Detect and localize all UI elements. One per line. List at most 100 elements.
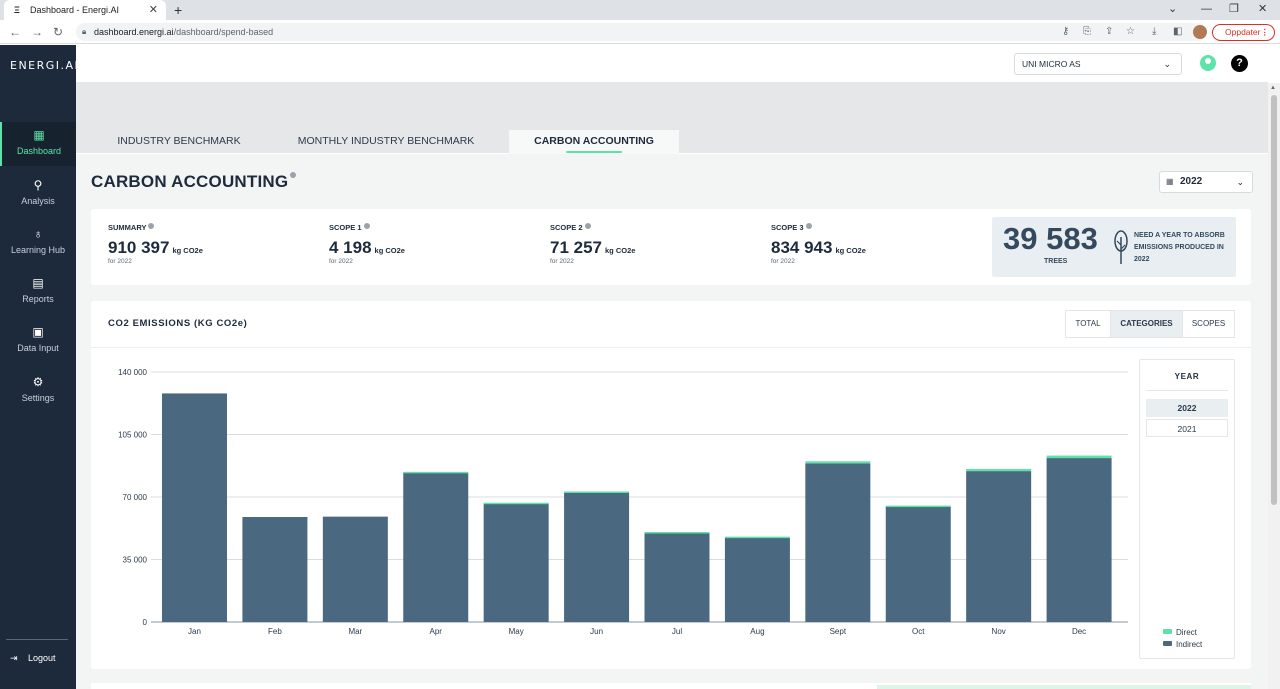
lock-icon: 🔒︎ xyxy=(82,27,87,36)
side-panel-icon[interactable]: ◧ xyxy=(1173,26,1183,37)
y-tick-label: 35 000 xyxy=(123,556,148,565)
restore-icon[interactable]: ❐ xyxy=(1229,3,1239,15)
sidebar-item-analysis[interactable]: ⚲ Analysis xyxy=(0,172,76,216)
update-button[interactable]: Oppdater ⋮ xyxy=(1212,24,1275,41)
reload-icon[interactable]: ↻ xyxy=(53,25,64,39)
bar-indirect xyxy=(966,471,1032,622)
browser-tab[interactable]: Ξ Dashboard - Energi.AI ✕ xyxy=(4,0,166,20)
trees-description: NEED A YEAR TO ABSORB EMISSIONS PRODUCED… xyxy=(1134,232,1225,263)
legend-item-direct[interactable]: Direct xyxy=(1163,628,1197,638)
year-select-value: 2022 xyxy=(1180,176,1203,187)
stat-unit: kg CO2e xyxy=(835,246,866,255)
tab-industry-benchmark[interactable]: INDUSTRY BENCHMARK xyxy=(117,135,241,147)
year-panel: YEAR 2022 2021 xyxy=(1139,359,1235,659)
info-icon[interactable] xyxy=(363,223,370,229)
emissions-bar-chart: 140 000 105 000 70 000 35 000 0 Jan Feb Mar Apr M… xyxy=(118,368,1128,636)
bookmark-star-icon[interactable]: ☆ xyxy=(1126,26,1135,37)
logout-icon: ⇥ xyxy=(10,653,18,663)
stat-sub: for 2022 xyxy=(771,258,795,265)
bar-direct xyxy=(724,536,790,539)
favicon-icon: Ξ xyxy=(14,5,20,15)
y-tick-label: 70 000 xyxy=(123,493,148,502)
trees-label: TREES xyxy=(1044,258,1068,265)
stat-scope-2: SCOPE 2 71 257 kg CO2e for 2022 xyxy=(550,223,635,265)
sidebar-item-label: Dashboard xyxy=(16,146,62,156)
stat-label: SCOPE 3 xyxy=(771,223,866,232)
sidebar-item-learning-hub[interactable]: ♁ Learning Hub xyxy=(0,221,76,265)
profile-avatar[interactable] xyxy=(1193,25,1207,39)
logo: ENERGI.AI xyxy=(10,59,80,72)
bar-indirect xyxy=(483,503,549,622)
company-select[interactable]: UNI MICRO AS ⌄ xyxy=(1014,53,1182,75)
y-tick-label: 140 000 xyxy=(118,368,147,377)
bar-indirect xyxy=(805,463,871,622)
toggle-scopes[interactable]: SCOPES xyxy=(1182,310,1235,338)
legend-item-indirect[interactable]: Indirect xyxy=(1163,640,1202,650)
legend-swatch xyxy=(1163,641,1172,646)
close-tab-icon[interactable]: ✕ xyxy=(148,4,158,16)
legend-swatch xyxy=(1163,629,1172,634)
url-field[interactable]: 🔒︎ dashboard.energi.ai/dashboard/spend-b… xyxy=(76,23,1206,41)
info-icon[interactable] xyxy=(584,223,591,229)
more-menu-icon: ⋮ xyxy=(1260,27,1270,37)
forward-icon[interactable]: → xyxy=(31,25,43,39)
new-tab-icon[interactable]: + xyxy=(174,2,183,18)
sidebar-item-dashboard[interactable]: ▦ Dashboard xyxy=(0,122,76,166)
bar-indirect xyxy=(885,506,951,622)
year-option-2021[interactable]: 2021 xyxy=(1146,419,1228,437)
bar-direct xyxy=(403,471,469,474)
card-accent xyxy=(877,685,1251,689)
sidebar-item-label: Analysis xyxy=(21,196,55,206)
logout-button[interactable]: ⇥ Logout xyxy=(10,651,56,665)
stat-sub: for 2022 xyxy=(329,258,353,265)
sidebar-item-settings[interactable]: ⚙ Settings xyxy=(0,369,76,413)
divider xyxy=(91,347,1251,348)
info-icon[interactable] xyxy=(805,223,812,229)
stat-summary: SUMMARY 910 397 kg CO2e for 2022 xyxy=(108,223,203,265)
stat-unit: kg CO2e xyxy=(374,246,405,255)
year-select[interactable]: ▦ 2022 ⌄ xyxy=(1159,171,1253,193)
scroll-up-icon[interactable]: ▲ xyxy=(1270,85,1276,91)
app-header: UNI MICRO AS ⌄ ? xyxy=(76,45,1268,83)
stat-number: 834 943 xyxy=(771,238,833,257)
stat-label: SCOPE 2 xyxy=(550,223,635,232)
company-select-value: UNI MICRO AS xyxy=(1022,59,1081,69)
info-icon[interactable] xyxy=(148,223,155,229)
bar-indirect xyxy=(403,472,469,622)
key-icon[interactable]: ⚷ xyxy=(1062,26,1070,37)
scrollbar[interactable]: ▲ xyxy=(1268,83,1280,689)
lightbulb-icon: ♁ xyxy=(33,227,43,241)
stat-sub: for 2022 xyxy=(108,258,132,265)
toggle-total[interactable]: TOTAL xyxy=(1065,310,1111,338)
tab-search-icon[interactable]: ⌄ xyxy=(1168,3,1178,15)
stat-label-text: SCOPE 3 xyxy=(771,223,804,232)
user-icon[interactable] xyxy=(1200,55,1216,71)
logout-label: Logout xyxy=(28,653,56,663)
x-tick-label: Jul xyxy=(672,627,682,636)
minimize-icon[interactable]: — xyxy=(1201,3,1212,15)
x-tick-label: Mar xyxy=(348,627,362,636)
year-option-2022[interactable]: 2022 xyxy=(1146,399,1228,417)
x-tick-label: Apr xyxy=(430,627,443,636)
toggle-categories[interactable]: CATEGORIES xyxy=(1110,310,1183,338)
chart-title: CO2 EMISSIONS (KG CO2e) xyxy=(108,318,248,329)
window-close-icon[interactable]: ✕ xyxy=(1258,3,1268,15)
scrollbar-thumb[interactable] xyxy=(1271,95,1277,505)
sidebar-item-label: Data Input xyxy=(17,343,59,353)
y-tick-label: 0 xyxy=(143,618,148,627)
tab-carbon-accounting[interactable]: CARBON ACCOUNTING xyxy=(509,130,679,154)
sidebar-item-data-input[interactable]: ▣ Data Input xyxy=(0,319,76,363)
tab-monthly-industry-benchmark[interactable]: MONTHLY INDUSTRY BENCHMARK xyxy=(297,135,475,147)
info-icon[interactable] xyxy=(290,172,297,178)
sidebar-item-reports[interactable]: ▤ Reports xyxy=(0,270,76,314)
translate-icon[interactable]: ⎘ xyxy=(1083,26,1091,37)
back-icon[interactable]: ← xyxy=(9,25,21,39)
analysis-icon: ⚲ xyxy=(33,178,43,192)
tab-bar: INDUSTRY BENCHMARK MONTHLY INDUSTRY BENC… xyxy=(76,130,1268,154)
stat-label: SUMMARY xyxy=(108,223,203,232)
help-icon[interactable]: ? xyxy=(1231,55,1248,72)
bar-indirect xyxy=(1046,458,1112,622)
share-icon[interactable]: ⇪ xyxy=(1105,26,1114,37)
data-input-icon: ▣ xyxy=(32,325,44,339)
download-icon[interactable]: ⤓ xyxy=(1152,26,1157,37)
